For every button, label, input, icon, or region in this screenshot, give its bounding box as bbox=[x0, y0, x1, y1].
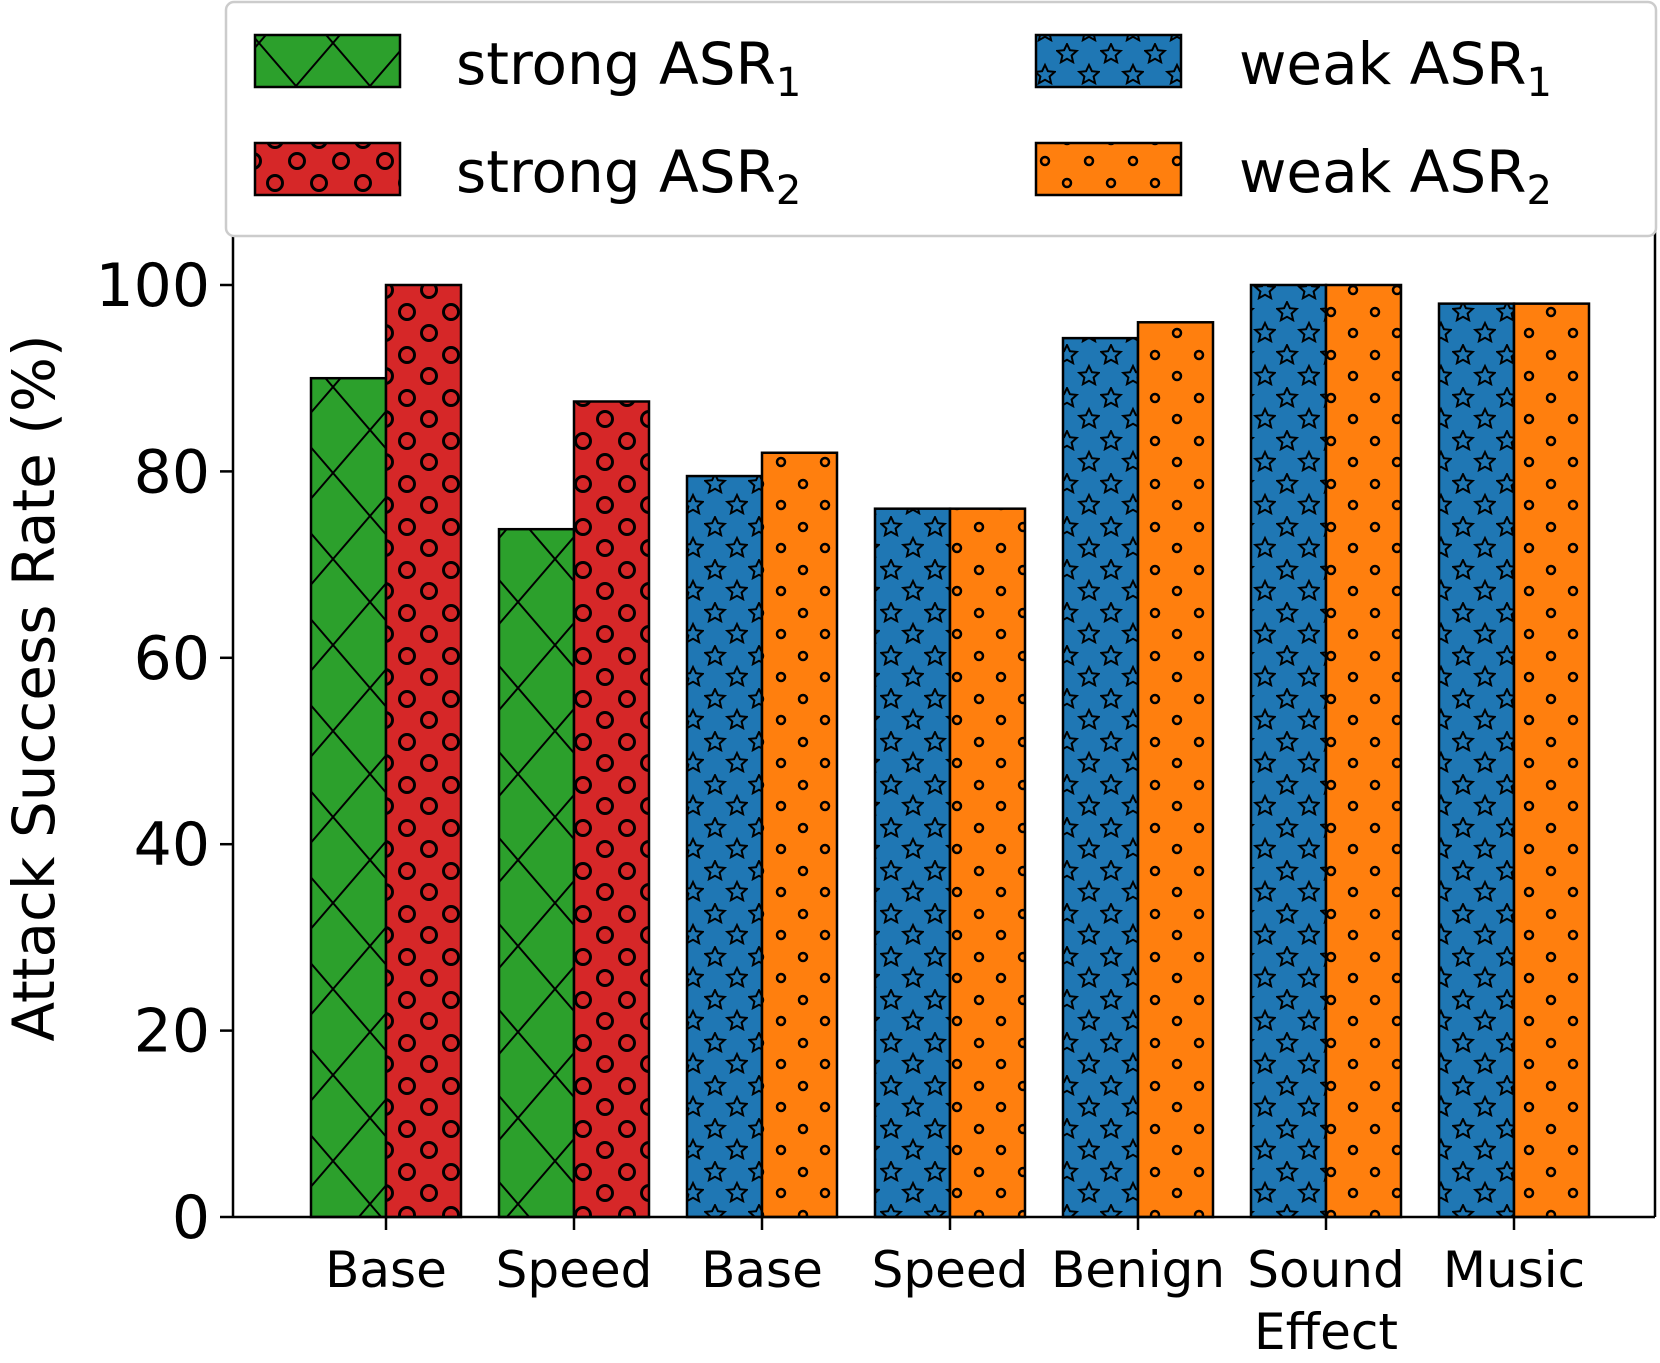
legend-label-strong-asr2: strong ASR2 bbox=[456, 138, 801, 214]
x-tick-label: Base bbox=[325, 1241, 447, 1299]
y-axis-label: Attack Success Rate (%) bbox=[0, 334, 68, 1041]
x-tick-label: Sound bbox=[1247, 1241, 1404, 1299]
y-tick-label: 40 bbox=[134, 810, 210, 880]
legend: strong ASR1 weak ASR1 strong ASR2 weak A… bbox=[224, 0, 1658, 238]
bar-weak-asr1 bbox=[1249, 283, 1328, 1219]
legend-text-strong-asr1: strong ASR bbox=[456, 30, 776, 98]
axes-frame bbox=[231, 195, 1657, 1219]
legend-text-weak-asr2: weak ASR bbox=[1239, 138, 1526, 206]
bar-strong-asr2 bbox=[384, 283, 463, 1219]
bar-strong-asr1 bbox=[309, 376, 388, 1219]
bar-weak-asr2 bbox=[1324, 283, 1403, 1219]
x-tick-label: Speed bbox=[872, 1241, 1029, 1299]
legend-text-weak-asr1: weak ASR bbox=[1239, 30, 1526, 98]
x-tick-label: Effect bbox=[1254, 1303, 1398, 1361]
x-tick-label: Speed bbox=[496, 1241, 653, 1299]
y-axis: 0 20 40 60 80 100 bbox=[95, 251, 233, 1253]
x-tick-label: Benign bbox=[1051, 1241, 1225, 1299]
x-tick-label: Base bbox=[701, 1241, 823, 1299]
bar-series bbox=[309, 283, 1591, 1219]
bar-weak-asr2 bbox=[948, 507, 1027, 1219]
bar-weak-asr1 bbox=[685, 474, 764, 1219]
legend-sub-strong-asr2: 2 bbox=[776, 168, 801, 214]
legend-label-weak-asr1: weak ASR1 bbox=[1239, 30, 1552, 106]
legend-swatch-strong-asr1 bbox=[253, 33, 402, 89]
y-tick-label: 20 bbox=[134, 997, 210, 1067]
legend-box bbox=[224, 0, 1658, 238]
y-tick-label: 100 bbox=[95, 251, 210, 321]
legend-label-strong-asr1: strong ASR1 bbox=[456, 30, 801, 106]
bar-strong-asr2 bbox=[572, 400, 651, 1219]
bar-weak-asr2 bbox=[1512, 302, 1591, 1219]
y-tick-label: 80 bbox=[134, 437, 210, 507]
bar-weak-asr1 bbox=[1437, 302, 1516, 1219]
legend-label-weak-asr2: weak ASR2 bbox=[1239, 138, 1552, 214]
bar-weak-asr2 bbox=[1136, 321, 1215, 1219]
y-tick-label: 60 bbox=[134, 624, 210, 694]
legend-swatch-weak-asr2 bbox=[1034, 141, 1183, 197]
bar-weak-asr1 bbox=[1061, 336, 1140, 1219]
y-tick-label: 0 bbox=[172, 1183, 210, 1253]
legend-sub-weak-asr1: 1 bbox=[1526, 60, 1551, 106]
bar-weak-asr2 bbox=[760, 451, 839, 1219]
bar-weak-asr1 bbox=[873, 507, 952, 1219]
legend-sub-strong-asr1: 1 bbox=[776, 60, 801, 106]
bar-strong-asr1 bbox=[497, 527, 576, 1219]
legend-swatch-strong-asr2 bbox=[253, 141, 402, 197]
legend-text-strong-asr2: strong ASR bbox=[456, 138, 776, 206]
legend-swatch-weak-asr1 bbox=[1034, 33, 1183, 89]
x-tick-label: Music bbox=[1443, 1241, 1585, 1299]
legend-sub-weak-asr2: 2 bbox=[1526, 168, 1551, 214]
